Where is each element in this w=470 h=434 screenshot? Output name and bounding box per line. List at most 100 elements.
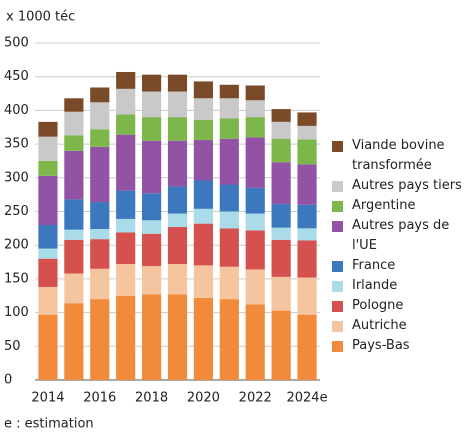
bar-segment [297, 240, 317, 278]
legend-label: Autres pays de l'UE [352, 218, 450, 253]
bar-segment [193, 140, 213, 181]
bar-segment [64, 273, 84, 304]
bar-segment [64, 111, 84, 136]
bar-segment [38, 248, 58, 259]
bar-segment [167, 91, 188, 118]
legend-swatch [332, 321, 343, 332]
legend-label: Autriche [352, 318, 407, 333]
bar-segment [245, 269, 265, 305]
bar-segment [297, 204, 317, 229]
y-tick-label: 200 [4, 238, 29, 253]
bar-segment [219, 118, 239, 139]
bar-segment [219, 299, 239, 380]
bar-segment [116, 88, 136, 115]
bar-segment [64, 229, 84, 240]
bar-segment [64, 303, 84, 380]
legend-swatch [332, 281, 343, 292]
bar-segment [142, 140, 162, 194]
bar-segment [245, 230, 265, 270]
legend-item: Autres pays de l'UE [332, 216, 468, 256]
x-tick-label: 2024e [286, 391, 327, 406]
bar-segment [167, 74, 188, 92]
y-tick-label: 100 [4, 305, 29, 320]
legend-item: Irlande [332, 276, 468, 296]
bar-segment [271, 276, 291, 311]
bar-segment [167, 294, 188, 380]
bar-segment [271, 310, 291, 380]
bar-segment [116, 232, 136, 265]
bar-segment [90, 102, 110, 130]
bar-segment [297, 164, 317, 205]
bar-segment [116, 218, 136, 233]
bar-segment [245, 100, 265, 118]
bar-segment [142, 193, 162, 221]
bar-segment [64, 98, 84, 112]
bar-segment [297, 125, 317, 140]
bar-segment [142, 117, 162, 141]
legend-item: Pays-Bas [332, 336, 468, 356]
bar-segment [297, 139, 317, 165]
bar-segment [167, 117, 188, 141]
legend: Viande bovine transformée Autres pays tie… [332, 136, 468, 356]
bar-segment [219, 184, 239, 212]
legend-item: Pologne [332, 296, 468, 316]
y-axis-label: x 1000 téc [6, 10, 75, 25]
bar-segment [38, 258, 58, 287]
y-tick-label: 150 [4, 271, 29, 286]
bar-segment [245, 187, 265, 214]
bar-segment [167, 264, 188, 295]
bar-segment [116, 295, 136, 380]
bar-segment [193, 223, 213, 266]
y-tick-label: 250 [4, 204, 29, 219]
y-tick-label: 50 [4, 339, 21, 354]
legend-item: Autres pays tiers [332, 176, 468, 196]
bar-segment [193, 119, 213, 141]
bar-segment [38, 121, 58, 137]
x-tick-label: 2018 [135, 391, 168, 406]
legend-label: Autres pays tiers [352, 178, 462, 193]
bar-segment [90, 129, 110, 147]
bar-segment [142, 74, 162, 92]
legend-swatch [332, 221, 343, 232]
note: e : estimation [4, 417, 94, 432]
bar-segment [90, 146, 110, 203]
y-tick-label: 450 [4, 69, 29, 84]
bar-segment [219, 211, 239, 229]
bar-segment [38, 286, 58, 315]
y-tick-label: 400 [4, 103, 29, 118]
bar-segment [167, 227, 188, 265]
legend-label: Irlande [352, 278, 398, 293]
bar-segment [297, 314, 317, 380]
legend-swatch [332, 201, 343, 212]
bar-segment [38, 136, 58, 161]
legend-label: France [352, 258, 396, 273]
x-tick-label: 2014 [31, 391, 64, 406]
bar-segment [193, 297, 213, 380]
bar-segment [219, 266, 239, 300]
x-tick-label: 2016 [83, 391, 116, 406]
legend-label: Argentine [352, 198, 416, 213]
bar-segment [271, 239, 291, 277]
bar-segment [90, 299, 110, 380]
bar-segment [90, 87, 110, 103]
bar-segment [297, 277, 317, 315]
bar-segment [90, 268, 110, 300]
bar-segment [193, 81, 213, 99]
legend-label: Pays-Bas [352, 338, 410, 353]
bar-segment [116, 134, 136, 191]
bar-segment [142, 91, 162, 118]
bar-segment [116, 71, 136, 89]
bar-segment [245, 117, 265, 138]
bar-segment [271, 162, 291, 205]
bar-segment [64, 239, 84, 274]
legend-swatch [332, 181, 343, 192]
bar-segment [271, 109, 291, 122]
y-tick-label: 300 [4, 170, 29, 185]
bar-segment [167, 213, 188, 228]
bar-segment [142, 233, 162, 267]
bar-segment [90, 229, 110, 240]
bar-segment [142, 266, 162, 295]
bar-segment [271, 227, 291, 240]
bar-segment [219, 84, 239, 99]
